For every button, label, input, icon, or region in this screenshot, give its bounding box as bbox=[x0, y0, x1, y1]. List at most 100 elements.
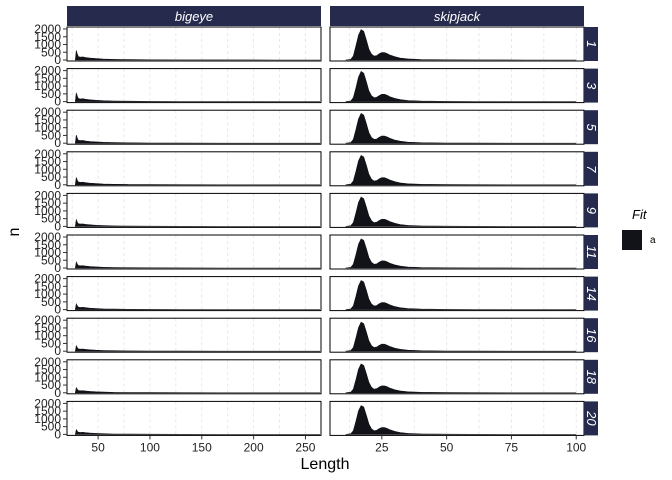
x-tick-label-skipjack-100: 100 bbox=[566, 440, 586, 454]
x-tick-label-bigeye-50: 50 bbox=[91, 440, 105, 454]
column-strip-label-bigeye: bigeye bbox=[175, 9, 213, 24]
y-tick-label-1-0: 0 bbox=[54, 53, 61, 67]
y-tick-label-3-2000: 2000 bbox=[34, 64, 61, 78]
y-tick-label-18-2000: 2000 bbox=[34, 355, 61, 369]
x-tick-label-skipjack-50: 50 bbox=[440, 440, 454, 454]
y-axis-title: n bbox=[6, 228, 23, 237]
panel-bigeye-1 bbox=[66, 26, 322, 62]
row-strip-label-16: 16 bbox=[584, 328, 599, 343]
y-tick-label-3-1000: 1000 bbox=[34, 79, 61, 93]
x-axis-title: Length bbox=[301, 456, 350, 473]
panel-bigeye-14 bbox=[66, 276, 322, 312]
y-tick-label-9-1500: 1500 bbox=[34, 196, 61, 210]
y-tick-label-5-1500: 1500 bbox=[34, 113, 61, 127]
area-skipjack-20 bbox=[345, 405, 577, 435]
y-tick-label-7-1000: 1000 bbox=[34, 162, 61, 176]
area-bigeye-20 bbox=[74, 428, 320, 435]
panel-bigeye-20 bbox=[66, 400, 322, 436]
panel-skipjack-1 bbox=[329, 26, 585, 62]
y-tick-label-14-0: 0 bbox=[54, 303, 61, 317]
row-strip-9 bbox=[584, 193, 598, 228]
y-tick-label-11-2000: 2000 bbox=[34, 230, 61, 244]
panel-skipjack-5 bbox=[329, 109, 585, 145]
y-tick-label-11-500: 500 bbox=[41, 253, 61, 267]
area-bigeye-16 bbox=[74, 344, 320, 352]
y-tick-label-11-0: 0 bbox=[54, 261, 61, 275]
column-strip-skipjack bbox=[330, 6, 584, 26]
x-tick-label-skipjack-75: 75 bbox=[505, 440, 519, 454]
row-strip-20 bbox=[584, 401, 598, 436]
y-tick-label-14-500: 500 bbox=[41, 295, 61, 309]
y-tick-label-5-500: 500 bbox=[41, 128, 61, 142]
y-tick-label-3-0: 0 bbox=[54, 95, 61, 109]
row-strip-5 bbox=[584, 110, 598, 145]
panel-border bbox=[66, 276, 322, 312]
panel-skipjack-11 bbox=[329, 234, 585, 270]
area-bigeye-7 bbox=[74, 177, 320, 186]
y-tick-label-3-1500: 1500 bbox=[34, 71, 61, 85]
panel-border bbox=[66, 109, 322, 145]
y-tick-label-20-1000: 1000 bbox=[34, 412, 61, 426]
panel-skipjack-9 bbox=[329, 192, 585, 228]
row-strip-label-3: 3 bbox=[584, 82, 599, 90]
y-tick-label-7-500: 500 bbox=[41, 170, 61, 184]
row-strip-16 bbox=[584, 318, 598, 353]
area-bigeye-9 bbox=[74, 218, 320, 227]
y-tick-label-20-2000: 2000 bbox=[34, 396, 61, 410]
area-skipjack-5 bbox=[345, 112, 577, 144]
panel-border bbox=[66, 400, 322, 436]
y-tick-label-18-1500: 1500 bbox=[34, 363, 61, 377]
row-strip-label-14: 14 bbox=[584, 286, 599, 300]
x-tick-label-bigeye-250: 250 bbox=[295, 440, 315, 454]
panel-border bbox=[66, 234, 322, 270]
y-tick-label-1-1000: 1000 bbox=[34, 38, 61, 52]
y-tick-label-7-2000: 2000 bbox=[34, 147, 61, 161]
area-skipjack-11 bbox=[345, 238, 577, 269]
panel-skipjack-3 bbox=[329, 68, 585, 104]
x-tick-label-skipjack-25: 25 bbox=[375, 440, 389, 454]
facet-panels: bigeye skipjack10500100015002000305001000… bbox=[34, 6, 599, 454]
row-strip-label-7: 7 bbox=[584, 165, 599, 173]
area-bigeye-1 bbox=[74, 50, 320, 61]
panel-skipjack-18 bbox=[329, 359, 585, 395]
row-strip-18 bbox=[584, 359, 598, 394]
panel-bigeye-3 bbox=[66, 68, 322, 104]
y-tick-label-9-0: 0 bbox=[54, 219, 61, 233]
panel-border bbox=[66, 68, 322, 104]
x-tick-label-bigeye-150: 150 bbox=[192, 440, 212, 454]
y-tick-label-20-1500: 1500 bbox=[34, 404, 61, 418]
y-tick-label-18-0: 0 bbox=[54, 386, 61, 400]
column-strip-bigeye bbox=[67, 6, 321, 26]
y-tick-label-5-1000: 1000 bbox=[34, 121, 61, 135]
row-strip-11 bbox=[584, 235, 598, 269]
panel-border bbox=[66, 151, 322, 187]
y-tick-label-16-0: 0 bbox=[54, 344, 61, 358]
panel-bigeye-18 bbox=[66, 359, 322, 395]
column-strip-label-skipjack: skipjack bbox=[434, 9, 482, 24]
panel-bigeye-16 bbox=[66, 317, 322, 353]
y-tick-label-14-2000: 2000 bbox=[34, 272, 61, 286]
row-strip-3 bbox=[584, 68, 598, 103]
row-strip-label-20: 20 bbox=[584, 410, 599, 426]
y-tick-label-20-500: 500 bbox=[41, 420, 61, 434]
area-skipjack-7 bbox=[345, 154, 577, 186]
row-strip-label-5: 5 bbox=[584, 124, 599, 132]
panel-skipjack-14 bbox=[329, 276, 585, 312]
panel-skipjack-16 bbox=[329, 317, 585, 353]
y-tick-label-9-500: 500 bbox=[41, 212, 61, 226]
legend-key-a bbox=[622, 230, 642, 250]
y-tick-label-16-1000: 1000 bbox=[34, 329, 61, 343]
row-strip-label-18: 18 bbox=[584, 370, 599, 385]
y-tick-label-9-2000: 2000 bbox=[34, 188, 61, 202]
y-tick-label-1-500: 500 bbox=[41, 45, 61, 59]
row-strip-14 bbox=[584, 276, 598, 311]
area-bigeye-18 bbox=[74, 386, 320, 394]
panel-bigeye-7 bbox=[66, 151, 322, 187]
area-skipjack-9 bbox=[345, 196, 577, 227]
y-tick-label-5-0: 0 bbox=[54, 136, 61, 150]
area-bigeye-5 bbox=[74, 135, 320, 144]
x-tick-label-bigeye-100: 100 bbox=[140, 440, 160, 454]
y-tick-label-7-1500: 1500 bbox=[34, 155, 61, 169]
panel-bigeye-11 bbox=[66, 234, 322, 270]
